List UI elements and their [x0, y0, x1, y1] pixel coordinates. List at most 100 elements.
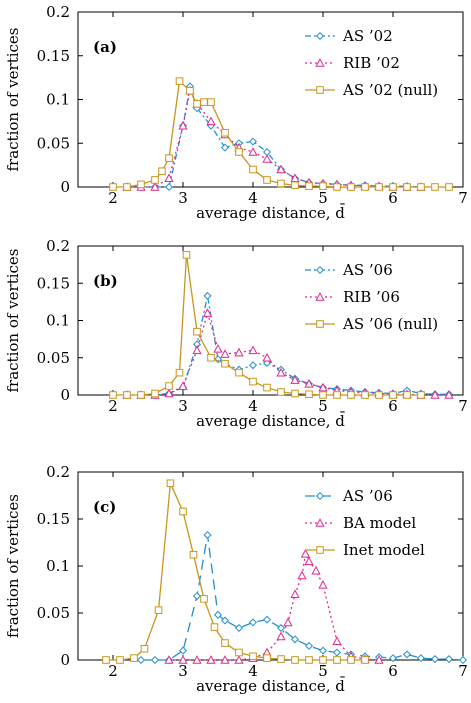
- data-point: [220, 143, 230, 152]
- legend-label: AS ’02 (null): [342, 81, 438, 99]
- data-point: [283, 617, 293, 627]
- data-point: [116, 656, 124, 664]
- y-tick-label: 0.2: [46, 237, 70, 255]
- legend-label: AS ’06 (null): [342, 315, 438, 333]
- x-tick-label: 7: [458, 189, 468, 207]
- data-point: [178, 381, 188, 390]
- series-2: [122, 85, 426, 191]
- data-point: [165, 154, 173, 162]
- legend-entry: AS ’06: [305, 487, 393, 505]
- data-point: [319, 391, 327, 399]
- y-tick-label: 0: [60, 178, 70, 196]
- y-tick-label: 0.2: [46, 3, 70, 21]
- legend-entry: Inet model: [305, 541, 425, 559]
- y-tick-label: 0.15: [37, 47, 70, 65]
- data-point: [318, 579, 328, 589]
- data-point: [333, 656, 341, 664]
- panel-label: (c): [93, 498, 116, 516]
- data-point: [178, 120, 188, 130]
- data-point: [213, 610, 223, 619]
- y-tick-label: 0.15: [37, 510, 70, 528]
- data-point: [210, 623, 219, 631]
- y-tick-label: 0.05: [37, 604, 70, 622]
- data-point: [130, 654, 138, 662]
- data-point: [318, 382, 328, 392]
- panel-2: 2 3 4 5 6 7 0 0.05 0.1 0.15 0.2 average distance, d…: [4, 237, 468, 430]
- data-point: [276, 367, 286, 377]
- data-point: [164, 388, 174, 398]
- legend-marker: [316, 546, 324, 554]
- data-point: [164, 182, 174, 192]
- data-point: [234, 655, 244, 664]
- x-tick-label: 4: [248, 397, 258, 415]
- y-tick-label: 0.1: [46, 91, 70, 109]
- y-tick-label: 0.15: [37, 274, 70, 292]
- data-point: [192, 345, 202, 355]
- data-point: [291, 389, 299, 398]
- data-point: [444, 390, 454, 399]
- legend-entry: RIB ’06: [305, 288, 400, 306]
- legend-marker: [315, 31, 325, 41]
- data-point: [235, 148, 243, 156]
- panel-label: (a): [93, 38, 117, 56]
- data-point: [235, 648, 243, 657]
- data-point: [262, 615, 272, 624]
- data-point: [220, 655, 230, 664]
- data-point: [249, 652, 257, 661]
- data-point: [186, 86, 194, 95]
- data-point: [175, 77, 184, 85]
- plot-frame: [77, 471, 464, 661]
- legend-label: AS ’06: [342, 261, 393, 279]
- x-axis-label: average distance, d̄: [196, 204, 345, 222]
- legend-marker: [315, 58, 325, 67]
- x-tick-label: 4: [248, 189, 258, 207]
- data-point: [417, 183, 425, 191]
- series-line: [106, 480, 365, 661]
- data-point: [311, 565, 321, 575]
- data-point: [319, 656, 327, 664]
- data-point: [164, 173, 174, 183]
- x-tick-label: 3: [178, 397, 188, 415]
- data-point: [305, 182, 313, 190]
- legend-label: BA model: [343, 514, 416, 532]
- data-point: [200, 98, 208, 106]
- x-tick-label: 5: [318, 662, 328, 680]
- y-tick-label: 0.05: [37, 349, 70, 367]
- data-point: [262, 154, 272, 163]
- data-point: [291, 181, 299, 190]
- data-point: [347, 183, 355, 191]
- x-tick-label: 5: [318, 189, 328, 207]
- data-point: [192, 655, 202, 664]
- series-line: [113, 79, 449, 188]
- data-point: [388, 654, 398, 663]
- legend-marker: [316, 86, 324, 94]
- data-point: [318, 646, 328, 655]
- data-point: [248, 137, 258, 146]
- legend-marker: [315, 292, 325, 301]
- x-tick-label: 3: [178, 189, 188, 207]
- series-3: [109, 251, 425, 399]
- x-tick-label: 7: [458, 397, 468, 415]
- data-point: [263, 654, 271, 662]
- legend-marker: [315, 491, 325, 501]
- data-point: [430, 390, 440, 399]
- y-tick-label: 0: [60, 651, 70, 669]
- data-point: [458, 655, 468, 665]
- series-3: [102, 479, 369, 664]
- data-point: [207, 98, 215, 106]
- data-point: [151, 389, 159, 398]
- data-point: [235, 368, 243, 377]
- legend-entry: AS ’06: [305, 261, 393, 279]
- legend-entry: AS ’02 (null): [305, 81, 438, 99]
- legend-marker: [315, 518, 325, 527]
- data-point: [150, 182, 160, 191]
- data-point: [193, 327, 201, 336]
- data-point: [305, 656, 313, 664]
- data-point: [165, 382, 173, 390]
- data-point: [154, 606, 163, 614]
- data-point: [305, 390, 313, 399]
- y-tick-label: 0.1: [46, 312, 70, 330]
- data-point: [361, 656, 369, 664]
- data-point: [403, 183, 411, 191]
